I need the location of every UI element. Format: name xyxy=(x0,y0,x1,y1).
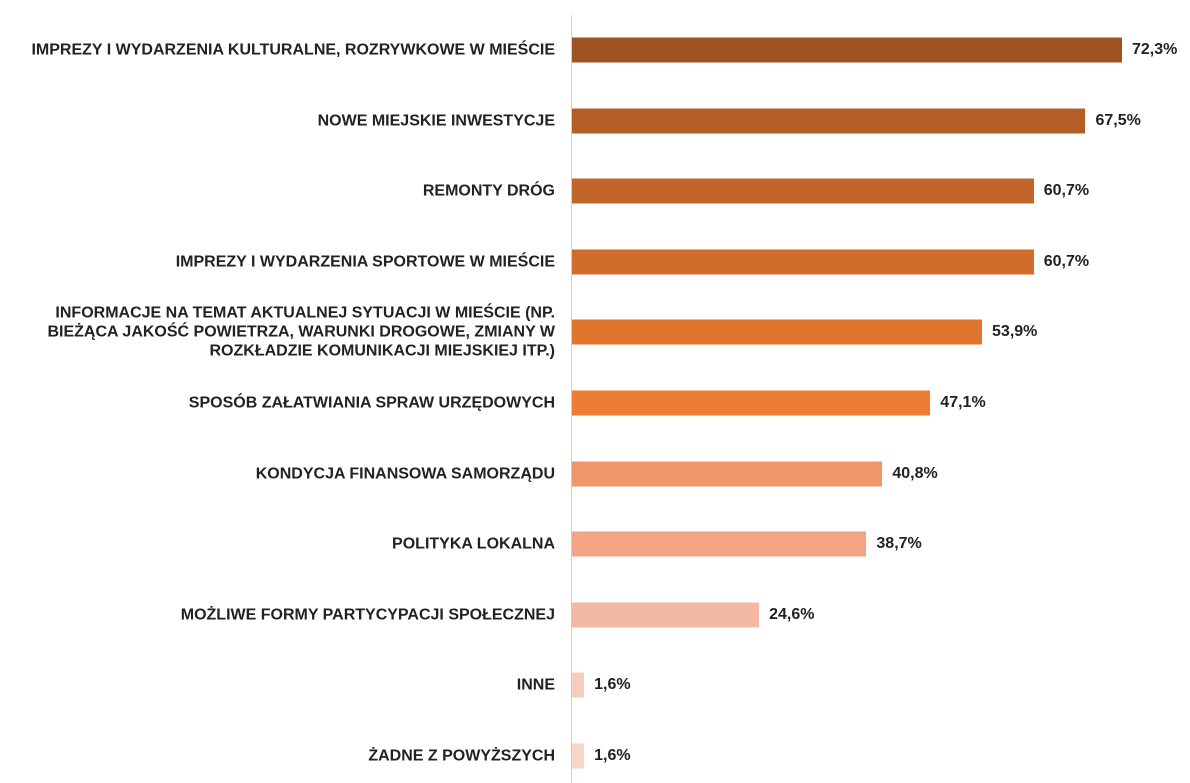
axis-line xyxy=(571,15,572,783)
bar xyxy=(572,319,983,345)
category-label: NOWE MIEJSKIE INWESTYCJE xyxy=(317,112,555,130)
bar xyxy=(572,672,585,698)
bar xyxy=(572,743,585,769)
category-label: ŻADNE Z POWYŻSZYCH xyxy=(368,747,555,765)
category-label: MOŻLIWE FORMY PARTYCYPACJI SPOŁECZNEJ xyxy=(180,606,555,624)
bar xyxy=(572,178,1034,204)
bar xyxy=(572,461,883,487)
category-label: REMONTY DRÓG xyxy=(422,182,555,200)
value-label: 53,9% xyxy=(992,323,1038,341)
category-label: INNE xyxy=(516,676,555,694)
bar xyxy=(572,531,867,557)
value-label: 72,3% xyxy=(1132,41,1178,58)
bar xyxy=(572,37,1122,63)
value-label: 40,8% xyxy=(892,464,938,482)
value-label: 67,5% xyxy=(1095,111,1141,129)
value-label: 24,6% xyxy=(769,605,815,623)
value-label: 60,7% xyxy=(1043,182,1090,200)
category-label: SPOSÓB ZAŁATWIANIA SPRAW URZĘDOWYCH xyxy=(188,394,555,412)
value-label: 60,7% xyxy=(1043,252,1090,270)
category-label: IMPREZY I WYDARZENIA KULTURALNE, ROZRYWK… xyxy=(31,41,555,59)
bar xyxy=(572,108,1086,134)
category-label: KONDYCJA FINANSOWA SAMORZĄDU xyxy=(255,465,555,483)
category-label: POLITYKA LOKALNA xyxy=(392,535,555,553)
bar xyxy=(572,390,931,416)
value-label: 47,1% xyxy=(940,394,986,411)
value-label: 38,7% xyxy=(876,535,922,553)
value-label: 1,6% xyxy=(594,676,631,694)
category-label: IMPREZY I WYDARZENIA SPORTOWE W MIEŚCIE xyxy=(175,253,555,271)
bar xyxy=(572,602,760,628)
value-label: 1,6% xyxy=(594,747,631,764)
category-label: INFORMACJE NA TEMAT AKTUALNEJ SYTUACJI W… xyxy=(47,304,555,360)
bar xyxy=(572,249,1034,275)
